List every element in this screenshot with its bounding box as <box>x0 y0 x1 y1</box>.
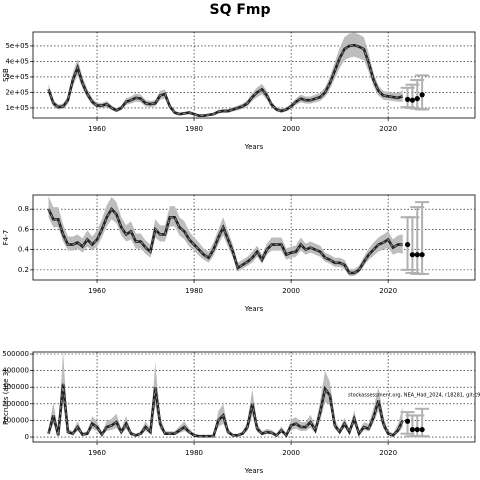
y-axis-label: SSB <box>2 68 10 82</box>
x-tick-label: 2020 <box>379 287 397 295</box>
y-tick-label: 0 <box>25 433 29 441</box>
plot-frame <box>32 351 476 443</box>
confidence-band <box>48 32 403 117</box>
y-tick-label: 500000 <box>2 350 29 358</box>
x-axis-label: Years <box>244 305 264 313</box>
estimate-line-dash <box>48 208 403 274</box>
forecast-point <box>404 241 411 248</box>
x-tick-label: 1960 <box>88 287 106 295</box>
plot-area <box>47 196 403 276</box>
plot-area <box>47 352 404 438</box>
forecast-point <box>404 418 411 424</box>
annotation: stockassessment.org, NEA_Had_2024, r1828… <box>348 393 480 399</box>
y-tick-label: 0.2 <box>18 266 29 274</box>
x-axis-label: Years <box>244 143 264 151</box>
y-tick-label: 300000 <box>2 383 29 391</box>
estimate-line <box>47 383 404 438</box>
x-tick-label: 2000 <box>282 449 300 457</box>
y-tick-label: 3e+05 <box>5 73 29 81</box>
plot-frame <box>32 31 476 119</box>
y-tick-label: 100000 <box>2 416 29 424</box>
forecast-point <box>409 97 416 103</box>
y-tick-label: 1e+05 <box>5 104 29 112</box>
y-tick-label: 0.8 <box>18 205 29 213</box>
forecast-point <box>409 252 416 258</box>
estimate-line-dash <box>48 44 403 117</box>
x-tick-label: 2000 <box>282 125 300 133</box>
y-tick-label: 2e+05 <box>5 88 29 96</box>
y-tick-label: 4e+05 <box>5 57 29 65</box>
y-tick-label: 400000 <box>2 367 29 375</box>
chart-title: SQ Fmp <box>209 2 270 18</box>
forecast-point <box>419 426 425 433</box>
forecast-point <box>419 252 425 258</box>
forecast-point <box>404 96 411 103</box>
x-tick-label: 2000 <box>282 287 300 295</box>
y-tick-label: 0.4 <box>18 246 30 254</box>
y-tick-label: 5e+05 <box>5 42 29 50</box>
plot-frame <box>32 194 476 281</box>
forecast-point <box>414 252 420 258</box>
x-tick-label: 2020 <box>379 125 397 133</box>
y-axis-label: Recruits (age 3) <box>2 369 10 425</box>
x-tick-label: 1980 <box>185 449 203 457</box>
plot-area <box>47 32 404 117</box>
x-tick-label: 1960 <box>88 449 106 457</box>
x-tick-label: 1980 <box>185 125 203 133</box>
forecast-point <box>409 426 416 433</box>
forecast-point <box>414 426 420 433</box>
x-tick-label: 2020 <box>379 449 397 457</box>
forecast-point <box>414 96 420 102</box>
y-tick-label: 200000 <box>2 400 29 408</box>
x-tick-label: 1960 <box>88 125 106 133</box>
x-axis-label: Years <box>244 467 264 475</box>
y-axis-label: F4-7 <box>2 230 10 245</box>
y-tick-label: 0.6 <box>18 225 30 233</box>
x-tick-label: 1980 <box>185 287 203 295</box>
forecast-point <box>419 92 425 98</box>
